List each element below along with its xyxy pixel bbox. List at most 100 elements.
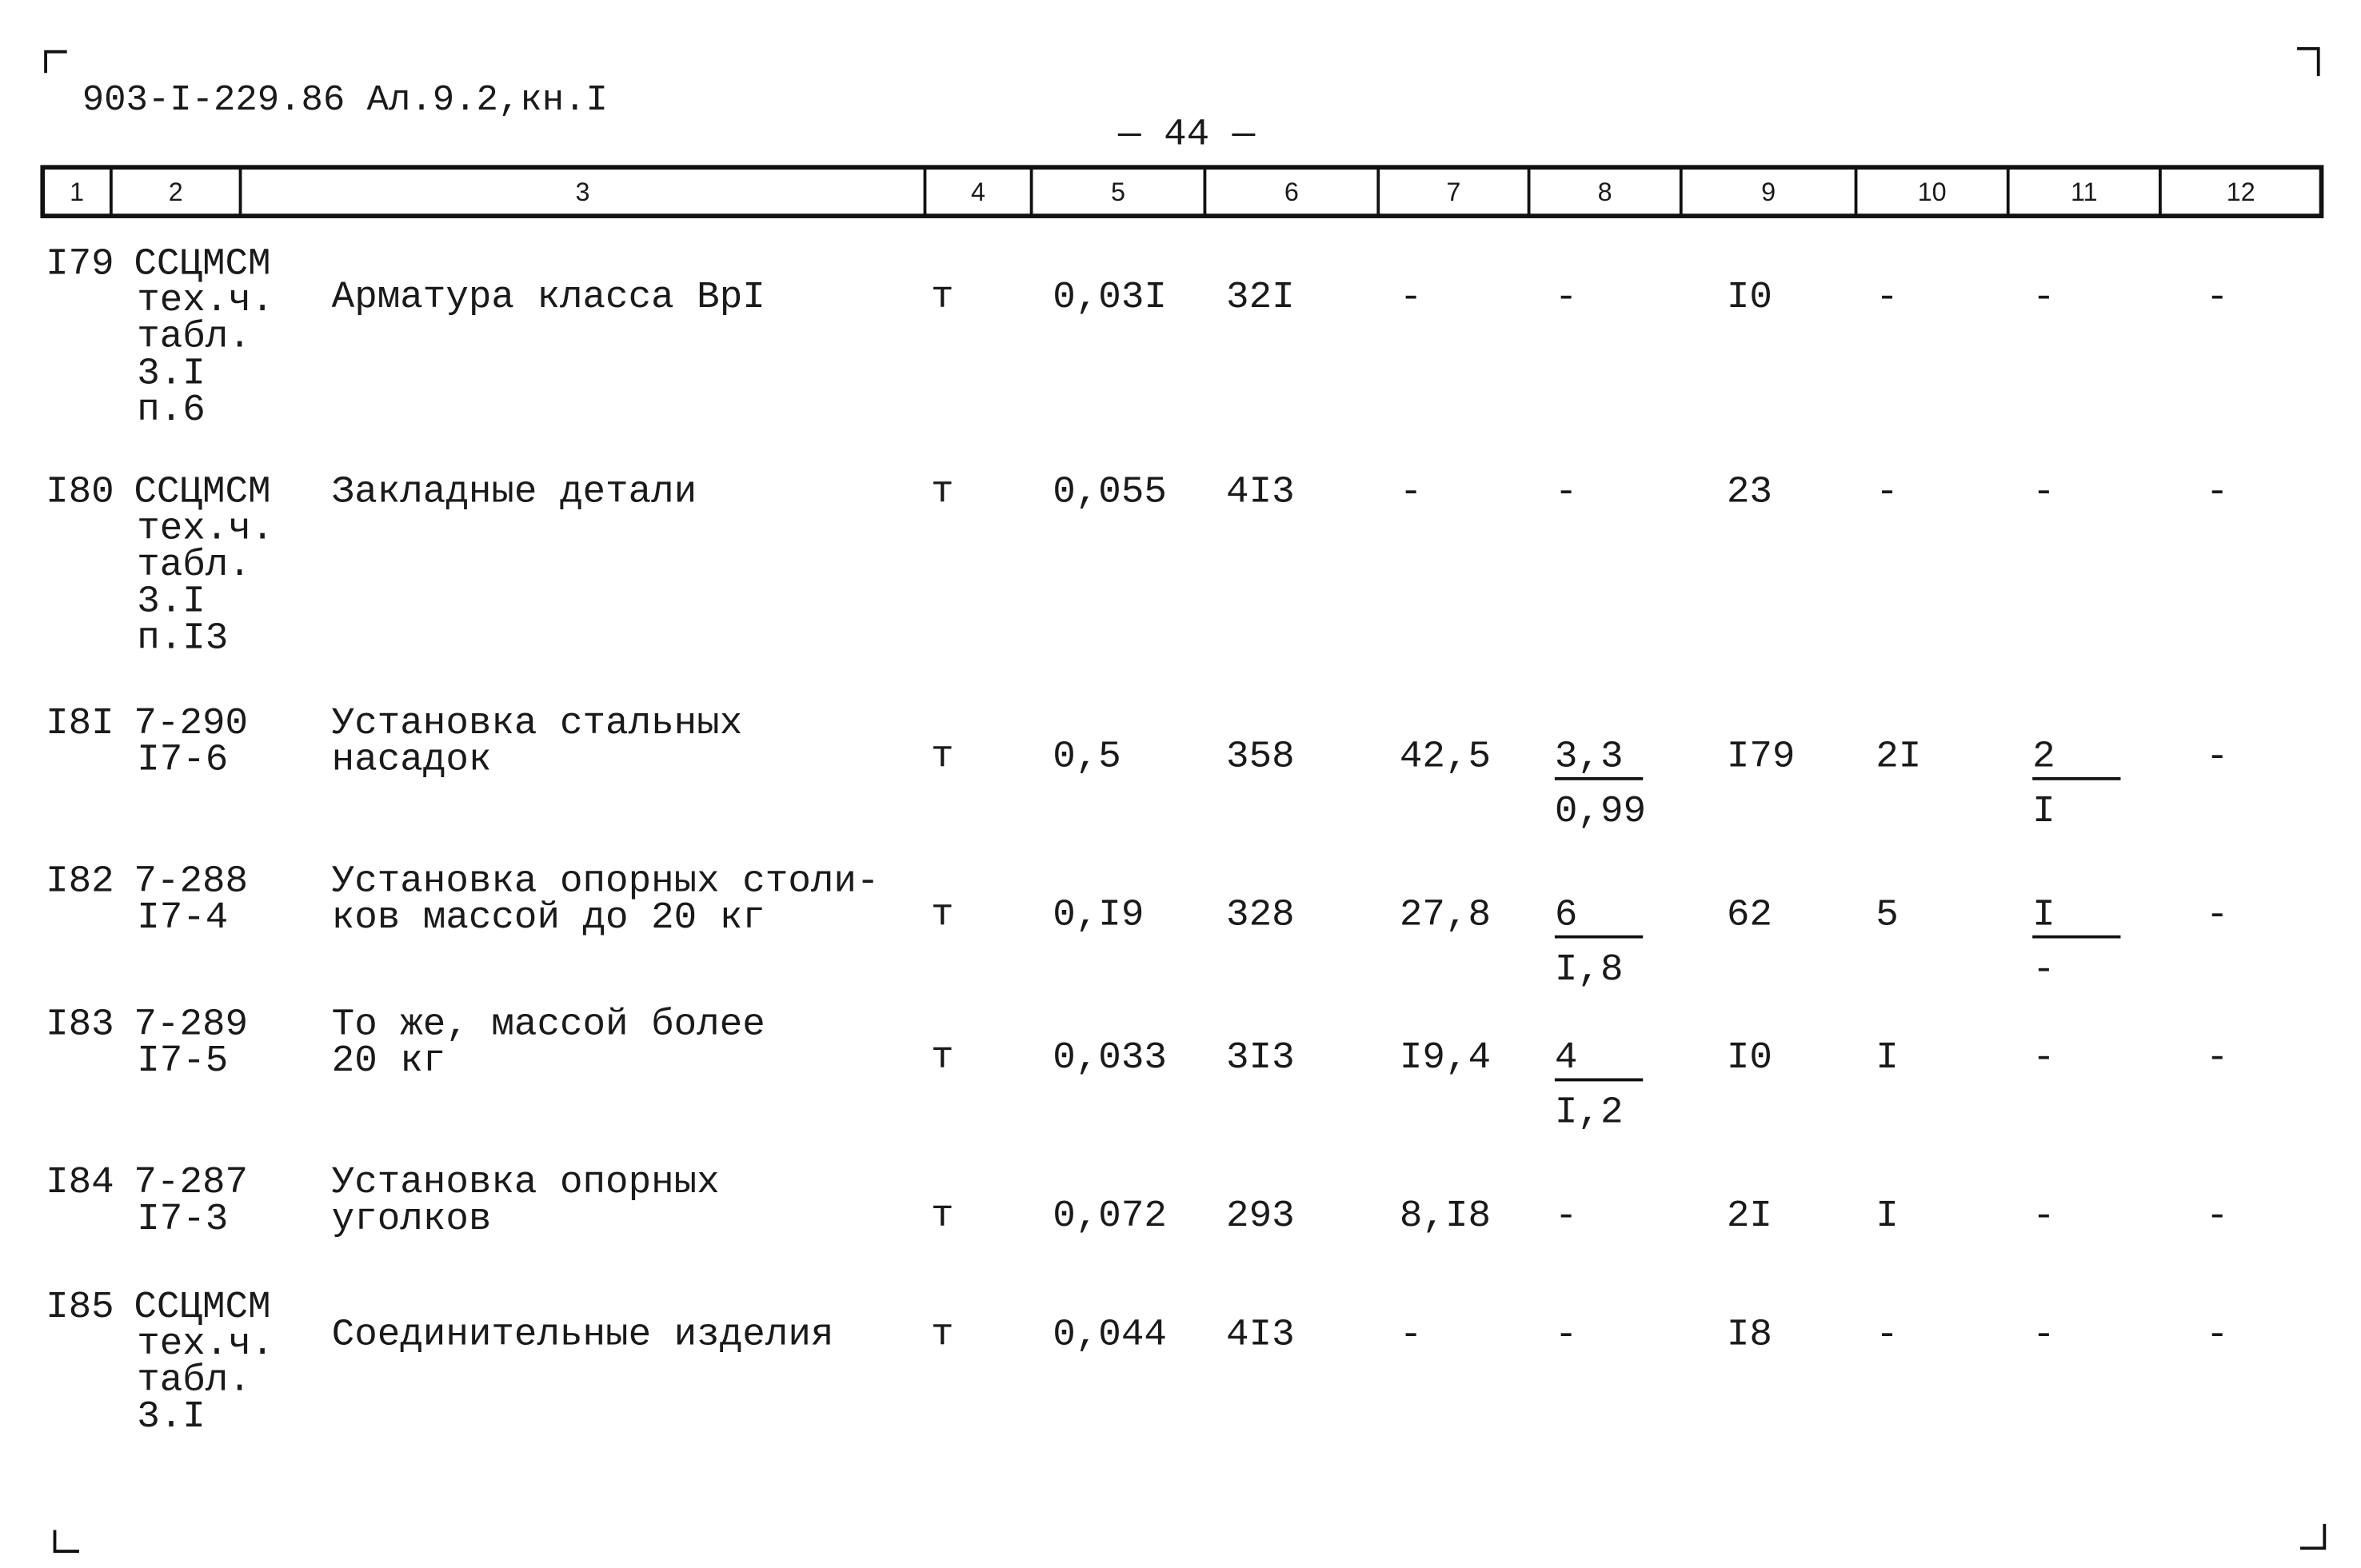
- work-name: Арматура класса ВрI: [332, 276, 765, 319]
- norm-reference: 7-288: [134, 860, 248, 904]
- work-name: уголков: [332, 1198, 492, 1241]
- norm-reference: тех.ч.: [137, 507, 274, 550]
- fraction-denominator: -: [2032, 948, 2055, 991]
- cell-value: -: [1400, 1313, 1423, 1356]
- cell-value: -: [1876, 276, 1899, 319]
- cell-value: -: [1555, 276, 1578, 319]
- work-name: Соединительные изделия: [332, 1313, 834, 1356]
- cell-value: 0,I9: [1053, 893, 1144, 936]
- cell-value: 62: [1727, 893, 1772, 936]
- work-name: Установка опорных столи-: [332, 860, 880, 904]
- cell-value: 2I: [1727, 1195, 1772, 1238]
- cell-value: -: [2032, 1195, 2055, 1238]
- document-code: 903-I-229.86 Ал.9.2,кн.I: [82, 79, 608, 121]
- work-name: Установка стальных: [332, 702, 743, 745]
- cell-value: I9,4: [1400, 1036, 1491, 1079]
- norm-reference: 7-287: [134, 1161, 248, 1204]
- norm-reference: п.I3: [137, 616, 228, 660]
- cell-value: 0,055: [1053, 471, 1167, 514]
- cell-value: 358: [1226, 736, 1295, 779]
- cell-value: -: [1876, 471, 1899, 514]
- norm-reference: 3.I: [137, 1395, 206, 1438]
- column-header: 3: [576, 178, 590, 206]
- cell-value: I: [1876, 1195, 1899, 1238]
- fraction-numerator: 2: [2032, 736, 2055, 779]
- corner-mark: [2299, 1523, 2327, 1550]
- norm-reference: табл.: [137, 316, 251, 359]
- cell-value: т: [931, 276, 954, 319]
- row-number: I85: [46, 1286, 114, 1329]
- cell-value: 0,072: [1053, 1195, 1167, 1238]
- cell-value: 8,I8: [1400, 1195, 1491, 1238]
- column-header: 5: [1111, 178, 1125, 206]
- cell-value: -: [2032, 471, 2055, 514]
- cell-value: -: [1555, 1195, 1578, 1238]
- cell-value: -: [1555, 471, 1578, 514]
- cell-value: -: [2206, 893, 2229, 936]
- cell-value: 23: [1727, 471, 1772, 514]
- work-name: ков массой до 20 кг: [332, 896, 765, 940]
- cell-value: т: [931, 1036, 954, 1079]
- cell-value: I0: [1727, 276, 1772, 319]
- cell-value: 328: [1226, 893, 1295, 936]
- cell-value: 0,5: [1053, 736, 1121, 779]
- cell-value: I79: [1727, 736, 1796, 779]
- cell-value: 5: [1876, 893, 1899, 936]
- cell-value: 293: [1226, 1195, 1295, 1238]
- page-number: — 44 —: [1117, 114, 1256, 157]
- cell-value: -: [2206, 1313, 2229, 1356]
- row-number: I8I: [46, 702, 114, 745]
- cell-value: 3I3: [1226, 1036, 1295, 1079]
- norm-reference: 3.I: [137, 352, 206, 395]
- fraction-numerator: 6: [1555, 893, 1578, 936]
- cell-value: -: [2032, 276, 2055, 319]
- cell-value: т: [931, 471, 954, 514]
- corner-mark: [44, 50, 67, 74]
- work-name: насадок: [332, 738, 492, 781]
- cell-value: т: [931, 1195, 954, 1238]
- work-name: 20 кг: [332, 1039, 446, 1083]
- norm-reference: 7-290: [134, 702, 248, 745]
- row-number: I83: [46, 1003, 114, 1046]
- norm-reference: I7-4: [137, 896, 228, 940]
- cell-value: -: [1400, 276, 1423, 319]
- row-number: I80: [46, 471, 114, 514]
- norm-reference: I7-6: [137, 738, 228, 781]
- cell-value: -: [1555, 1313, 1578, 1356]
- work-name: Закладные детали: [332, 471, 697, 514]
- column-header: 9: [1761, 178, 1776, 206]
- cell-value: -: [2206, 471, 2229, 514]
- column-header: 12: [2227, 178, 2255, 206]
- column-header: 8: [1598, 178, 1612, 206]
- norm-reference: табл.: [137, 1359, 251, 1402]
- column-header: 10: [1918, 178, 1947, 206]
- norm-reference: I7-3: [137, 1198, 228, 1241]
- column-header-box: [40, 165, 2324, 218]
- cell-value: -: [2206, 1195, 2229, 1238]
- corner-mark: [53, 1530, 79, 1553]
- row-number: I79: [46, 242, 114, 285]
- cell-value: -: [2206, 736, 2229, 779]
- column-header: 7: [1446, 178, 1460, 206]
- norm-reference: ССЦМСМ: [134, 471, 270, 514]
- column-header: 2: [169, 178, 183, 206]
- fraction-numerator: 4: [1555, 1036, 1578, 1079]
- norm-reference: 3.I: [137, 581, 206, 624]
- fraction-denominator: 0,99: [1555, 790, 1646, 833]
- fraction-denominator: I,2: [1555, 1091, 1624, 1135]
- norm-reference: ССЦМСМ: [134, 242, 270, 285]
- norm-reference: табл.: [137, 544, 251, 587]
- cell-value: т: [931, 736, 954, 779]
- cell-value: т: [931, 893, 954, 936]
- column-header: 4: [971, 178, 985, 206]
- fraction-numerator: I: [2032, 893, 2055, 936]
- cell-value: I: [1876, 1036, 1899, 1079]
- corner-mark: [2297, 46, 2320, 77]
- norm-reference: п.6: [137, 389, 206, 432]
- cell-value: 4I3: [1226, 471, 1295, 514]
- fraction-denominator: I,8: [1555, 948, 1624, 991]
- cell-value: 0,03I: [1053, 276, 1167, 319]
- norm-reference: 7-289: [134, 1003, 248, 1046]
